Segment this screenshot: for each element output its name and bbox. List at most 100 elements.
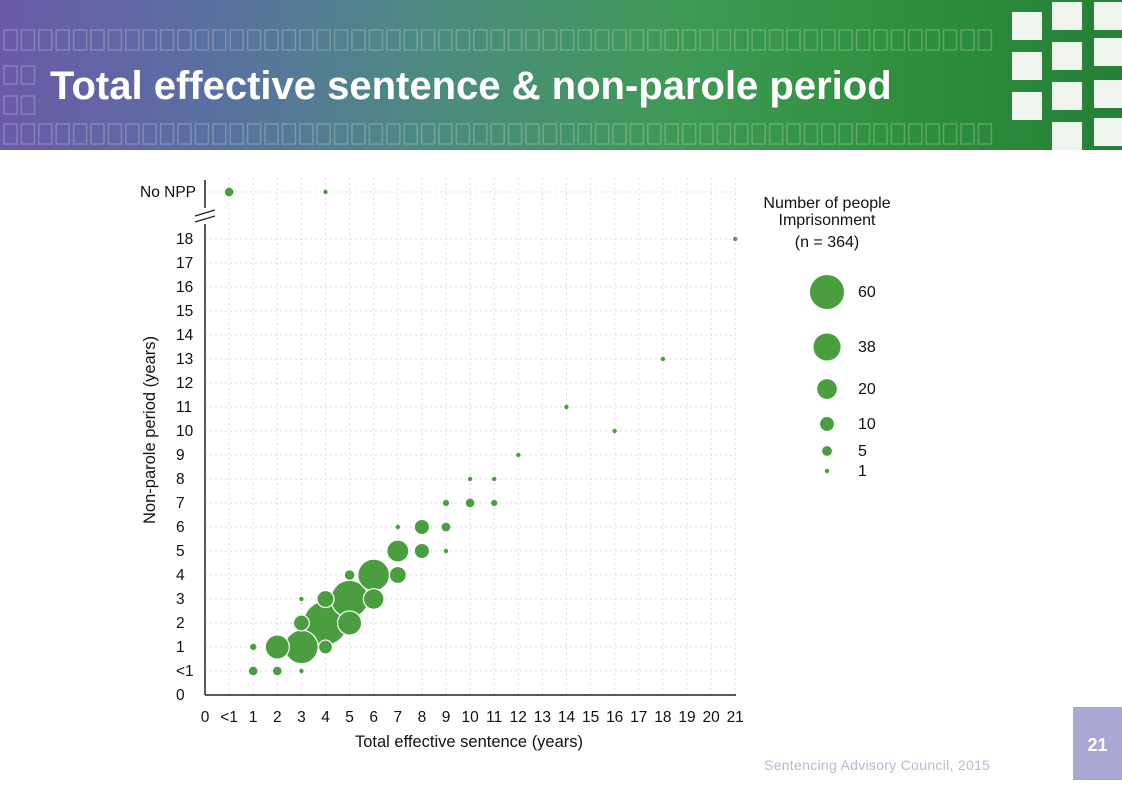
data-bubble xyxy=(292,614,310,632)
banner-window xyxy=(716,123,732,145)
y-tick-label: 0 xyxy=(176,687,185,704)
data-bubble xyxy=(413,518,431,536)
banner-window xyxy=(803,123,819,145)
banner-window xyxy=(751,123,766,145)
banner-window xyxy=(977,123,993,145)
banner-window xyxy=(908,123,923,145)
slide-title: Total effective sentence & non-parole pe… xyxy=(50,64,892,108)
banner-window xyxy=(821,123,836,145)
banner-window xyxy=(890,123,906,145)
x-tick-label: 6 xyxy=(369,709,378,726)
banner-window xyxy=(560,29,575,51)
banner-window xyxy=(734,29,749,51)
banner-window xyxy=(577,29,592,51)
banner-window xyxy=(194,29,210,51)
data-bubble xyxy=(299,668,304,674)
data-bubble xyxy=(413,542,431,560)
banner-window xyxy=(107,29,123,51)
x-tick-label: 4 xyxy=(321,709,330,726)
banner-window xyxy=(925,123,940,145)
data-bubble xyxy=(388,565,407,585)
banner-window xyxy=(107,123,123,145)
banner-window xyxy=(803,29,819,51)
y-tick-label: 10 xyxy=(176,423,194,440)
banner-pattern xyxy=(3,2,1122,150)
banner-window xyxy=(699,123,714,145)
banner-window xyxy=(873,123,888,145)
banner-window xyxy=(438,123,453,145)
data-bubble xyxy=(386,539,410,563)
legend-label: 10 xyxy=(858,416,876,433)
data-bubble xyxy=(492,476,497,482)
data-bubble xyxy=(343,569,356,581)
banner-window xyxy=(821,29,836,51)
banner-window xyxy=(386,29,401,51)
data-bubble xyxy=(299,596,304,602)
banner-window xyxy=(3,65,18,85)
legend-bubble xyxy=(817,379,837,399)
x-tick-label: 13 xyxy=(534,709,551,726)
banner-window xyxy=(386,123,401,145)
legend-label: 60 xyxy=(858,284,876,301)
banner-window xyxy=(960,29,975,51)
banner-window xyxy=(977,29,993,51)
banner-window xyxy=(20,123,36,145)
banner-window xyxy=(438,29,453,51)
banner-window xyxy=(560,123,575,145)
banner-window xyxy=(629,29,645,51)
x-tick-label: 3 xyxy=(297,709,306,726)
x-tick-label: 5 xyxy=(345,709,354,726)
y-tick-label: 5 xyxy=(176,543,185,560)
banner-window xyxy=(299,29,314,51)
data-bubble xyxy=(516,452,521,458)
y-tick-label: No NPP xyxy=(140,184,196,201)
banner-window xyxy=(1094,80,1122,108)
banner-window xyxy=(490,123,505,145)
banner-window xyxy=(542,123,558,145)
x-tick-label: 15 xyxy=(582,709,599,726)
data-bubble xyxy=(323,189,328,195)
banner-window xyxy=(90,123,105,145)
banner-window xyxy=(855,123,871,145)
banner-window xyxy=(507,29,523,51)
data-bubble xyxy=(443,548,449,554)
banner-window xyxy=(647,29,662,51)
data-bubble xyxy=(467,476,473,482)
legend-title: Imprisonment xyxy=(779,212,876,229)
banner-window xyxy=(681,123,697,145)
banner-window xyxy=(3,123,18,145)
x-tick-label: 14 xyxy=(558,709,576,726)
banner-window xyxy=(681,29,697,51)
banner-window xyxy=(647,123,662,145)
x-tick-label: 7 xyxy=(393,709,402,726)
banner-window xyxy=(908,29,923,51)
banner-window xyxy=(3,29,18,51)
y-tick-label: 8 xyxy=(176,471,185,488)
banner-window xyxy=(1052,82,1082,110)
banner-window xyxy=(786,29,801,51)
axis-break-mark xyxy=(194,215,216,223)
banner-window xyxy=(734,123,749,145)
banner-window xyxy=(664,29,679,51)
banner-window xyxy=(20,29,36,51)
data-bubble xyxy=(336,610,363,636)
banner-window xyxy=(699,29,714,51)
banner-window xyxy=(873,29,888,51)
banner-window xyxy=(1094,118,1122,146)
banner-window xyxy=(20,95,36,115)
data-bubble xyxy=(660,356,666,362)
data-bubble xyxy=(441,522,451,532)
banner-window xyxy=(490,29,505,51)
x-tick-label: 19 xyxy=(678,709,695,726)
grid xyxy=(205,178,736,695)
x-tick-label: 12 xyxy=(510,709,527,726)
banner-window xyxy=(751,29,766,51)
banner-window xyxy=(612,29,627,51)
legend-label: 38 xyxy=(858,339,876,356)
banner-window xyxy=(455,29,471,51)
data-bubble xyxy=(264,634,290,660)
data-bubble xyxy=(564,404,569,410)
x-tick-label: 0 xyxy=(201,709,210,726)
data-bubble xyxy=(223,186,235,198)
